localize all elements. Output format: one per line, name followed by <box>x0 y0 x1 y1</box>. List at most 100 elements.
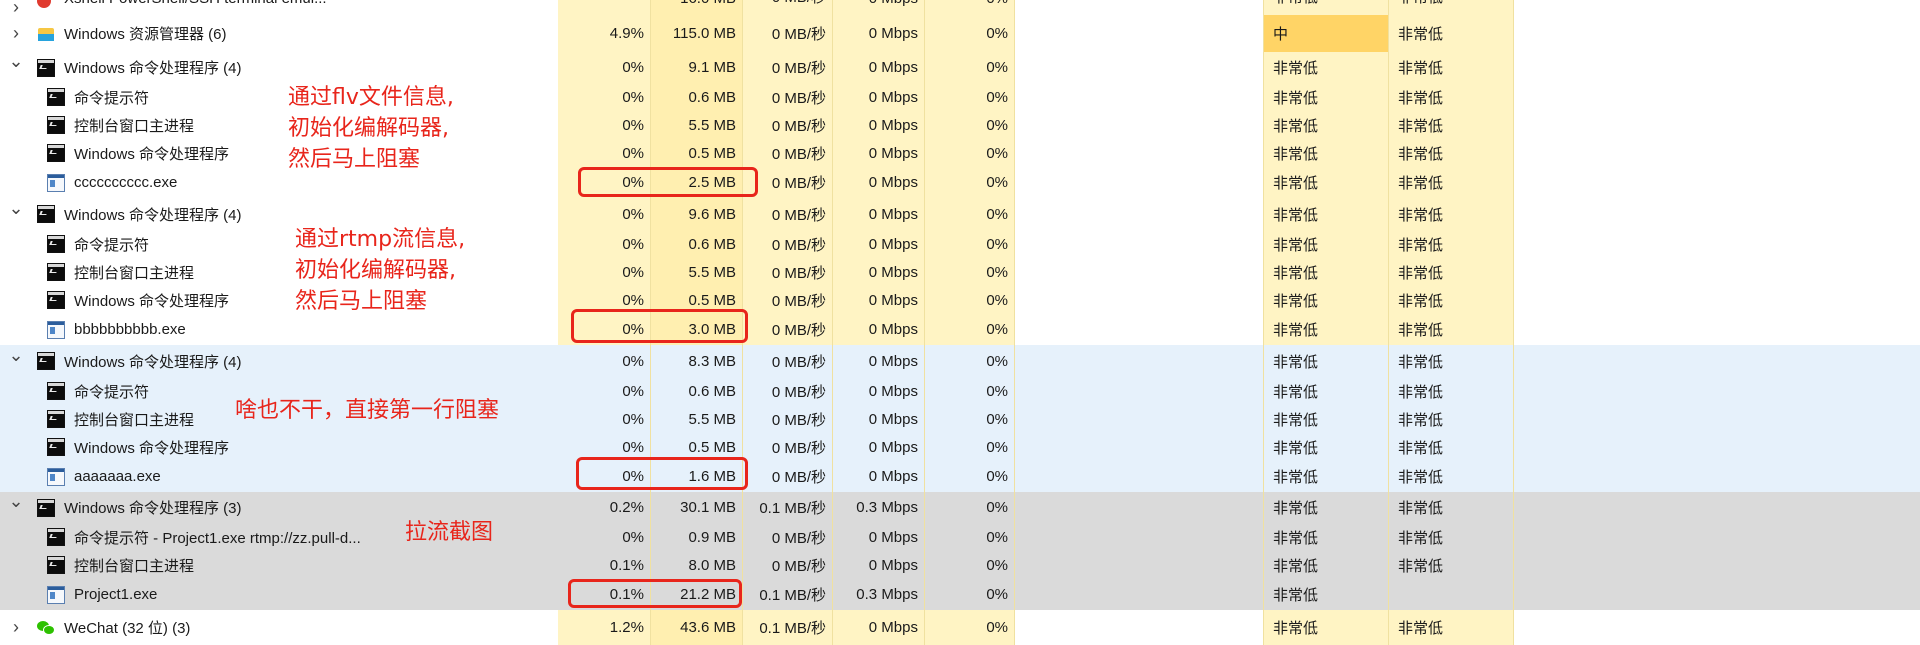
cpu-cell: 0% <box>622 88 644 106</box>
cpu-cell: 4.9% <box>609 25 644 42</box>
network-cell: 0 Mbps <box>832 0 924 7</box>
power-usage-cell: 非常低 <box>1273 500 1319 517</box>
power-usage-cell: 非常低 <box>1273 620 1319 637</box>
power-usage-trend-cell: 非常低 <box>1398 60 1444 77</box>
chevron-right-icon[interactable]: › <box>13 617 19 637</box>
power-usage-trend-cell: 非常低 <box>1398 411 1444 429</box>
table-row[interactable]: ⌄ Windows 命令处理程序 (4) 0% 9.6 MB 0 MB/秒 0 Mbps 0… <box>0 198 1920 230</box>
disk-cell: 0 MB/秒 <box>771 322 826 339</box>
process-name: Windows 命令处理程序 (3) <box>64 500 242 517</box>
disk-cell: 0 MB/秒 <box>771 411 826 429</box>
column-divider <box>1263 0 1264 645</box>
gpu-cell: 0% <box>986 88 1008 106</box>
chevron-right-icon[interactable]: › <box>13 0 19 15</box>
gpu-cell: 0% <box>986 321 1008 338</box>
power-usage-cell: 非常低 <box>1273 529 1319 547</box>
memory-cell: 2.5 MB <box>688 174 736 191</box>
gpu-cell: 0% <box>986 499 1008 516</box>
network-cell: 0 Mbps <box>868 88 918 106</box>
memory-cell: 5.5 MB <box>688 116 736 134</box>
power-usage-trend-cell: 非常低 <box>1398 322 1444 339</box>
table-row[interactable]: 控制台窗口主进程 0% 5.5 MB 0 MB/秒 0 Mbps 0% 非常低 非常低 <box>0 258 1920 286</box>
memory-cell: 0.9 MB <box>688 528 736 546</box>
cmd-icon <box>47 144 65 162</box>
cmd-icon <box>47 438 65 456</box>
table-row[interactable]: 命令提示符 - Project1.exe rtmp://zz.pull-d...… <box>0 523 1920 551</box>
network-cell: 0 Mbps <box>868 352 918 370</box>
table-row[interactable]: › Windows 资源管理器 (6) 4.9% 115.0 MB 0 MB/秒 0 Mb… <box>0 15 1920 52</box>
gpu-cell: 0% <box>986 291 1008 309</box>
power-usage-trend-cell: 非常低 <box>1398 206 1444 224</box>
power-usage-cell: 非常低 <box>1273 469 1319 486</box>
power-usage-cell: 非常低 <box>1273 383 1319 401</box>
power-usage-cell: 非常低 <box>1273 411 1319 429</box>
highlight-box-bbbbbbbbbb <box>571 309 748 343</box>
power-usage-trend-cell: 非常低 <box>1398 292 1444 310</box>
memory-cell: 8.3 MB <box>688 352 736 370</box>
power-usage-trend-cell: 非常低 <box>1398 145 1444 163</box>
process-name: WeChat (32 位) (3) <box>64 620 191 637</box>
gpu-cell: 0% <box>986 205 1008 223</box>
table-row[interactable]: bbbbbbbbbb.exe 0% 3.0 MB 0 MB/秒 0 Mbps 0% 非常低 非… <box>0 314 1920 345</box>
gpu-cell: 0% <box>986 619 1008 636</box>
table-row[interactable]: 命令提示符 0% 0.6 MB 0 MB/秒 0 Mbps 0% 非常低 非常低 <box>0 377 1920 405</box>
gpu-cell: 0% <box>986 556 1008 574</box>
power-usage-trend-cell: 非常低 <box>1398 383 1444 401</box>
cpu-cell: 0.2% <box>609 499 644 516</box>
wechat-icon <box>37 619 55 637</box>
cpu-cell: 0% <box>622 410 644 428</box>
column-divider <box>1388 0 1389 645</box>
network-cell: 0 Mbps <box>868 468 918 485</box>
table-row[interactable]: Project1.exe 0.1% 21.2 MB 0.1 MB/秒 0.3 Mbps 0… <box>0 579 1920 610</box>
table-row[interactable]: aaaaaaa.exe 0% 1.6 MB 0 MB/秒 0 Mbps 0% 非常低 非常低 <box>0 461 1920 492</box>
cmd-icon <box>37 352 55 370</box>
table-row[interactable]: 命令提示符 0% 0.6 MB 0 MB/秒 0 Mbps 0% 非常低 非常低 <box>0 230 1920 258</box>
table-row[interactable]: Windows 命令处理程序 0% 0.5 MB 0 MB/秒 0 Mbps 0% 非常低 非… <box>0 433 1920 461</box>
network-cell: 0.3 Mbps <box>856 499 918 516</box>
cpu-cell: 0% <box>622 205 644 223</box>
table-row[interactable]: Windows 命令处理程序 0% 0.5 MB 0 MB/秒 0 Mbps 0% 非常低 非… <box>0 139 1920 167</box>
network-cell: 0 Mbps <box>868 144 918 162</box>
disk-cell: 0 MB/秒 <box>771 353 826 371</box>
process-name: 控制台窗口主进程 <box>74 117 195 135</box>
table-row[interactable]: ⌄ Windows 命令处理程序 (3) 0.2% 30.1 MB 0.1 MB/秒 0.… <box>0 491 1920 523</box>
chevron-down-icon[interactable]: ⌄ <box>8 51 24 71</box>
memory-cell: 16.0 MB <box>650 0 742 7</box>
chevron-down-icon[interactable]: ⌄ <box>8 491 24 511</box>
table-row[interactable]: 控制台窗口主进程 0.1% 8.0 MB 0 MB/秒 0 Mbps 0% 非常低 非常低 <box>0 551 1920 579</box>
process-name: 命令提示符 <box>74 89 150 107</box>
table-row[interactable]: ⌄ Windows 命令处理程序 (4) 0% 8.3 MB 0 MB/秒 0 Mbps 0… <box>0 345 1920 377</box>
memory-cell: 9.6 MB <box>688 205 736 223</box>
table-row[interactable]: 命令提示符 0% 0.6 MB 0 MB/秒 0 Mbps 0% 非常低 非常低 <box>0 83 1920 111</box>
network-cell: 0 Mbps <box>868 438 918 456</box>
table-row[interactable]: 控制台窗口主进程 0% 5.5 MB 0 MB/秒 0 Mbps 0% 非常低 非常低 <box>0 111 1920 139</box>
network-cell: 0 Mbps <box>868 235 918 253</box>
column-divider <box>742 0 743 645</box>
memory-cell: 43.6 MB <box>680 619 736 636</box>
gpu-cell: 0% <box>986 382 1008 400</box>
chevron-down-icon[interactable]: ⌄ <box>8 344 24 365</box>
chevron-down-icon[interactable]: ⌄ <box>8 197 24 218</box>
disk-cell: 0.1 MB/秒 <box>759 587 826 604</box>
power-usage-cell: 非常低 <box>1273 292 1319 310</box>
network-cell: 0 Mbps <box>868 556 918 574</box>
xshell-icon <box>37 0 51 8</box>
table-row[interactable]: ⌄ Windows 命令处理程序 (4) 0% 9.1 MB 0 MB/秒 0 Mbps 0… <box>0 51 1920 83</box>
process-name: 命令提示符 <box>74 383 150 401</box>
table-row[interactable]: › Xshell PowerShell/SSH terminal emul... 1… <box>0 0 1920 15</box>
cmd-icon <box>47 88 65 106</box>
process-name: 命令提示符 <box>74 236 150 254</box>
power-usage-trend-cell: 非常低 <box>1398 500 1444 517</box>
table-row[interactable]: › WeChat (32 位) (3) 1.2% 43.6 MB 0.1 MB/秒 0 M… <box>0 610 1920 645</box>
memory-cell: 8.0 MB <box>688 556 736 574</box>
table-row[interactable]: Windows 命令处理程序 0% 0.5 MB 0 MB/秒 0 Mbps 0% 非常低 非… <box>0 286 1920 314</box>
memory-cell: 3.0 MB <box>688 321 736 338</box>
cmd-icon <box>47 410 65 428</box>
gpu-cell: 0% <box>986 468 1008 485</box>
chevron-right-icon[interactable]: › <box>13 23 19 43</box>
table-row[interactable]: 控制台窗口主进程 0% 5.5 MB 0 MB/秒 0 Mbps 0% 非常低 非常低 <box>0 405 1920 433</box>
exe-icon <box>47 173 65 192</box>
table-row[interactable]: cccccccccc.exe 0% 2.5 MB 0 MB/秒 0 Mbps 0% 非常低 非… <box>0 167 1920 198</box>
memory-cell: 9.1 MB <box>688 59 736 76</box>
power-usage-trend-cell: 非常低 <box>1398 353 1444 371</box>
